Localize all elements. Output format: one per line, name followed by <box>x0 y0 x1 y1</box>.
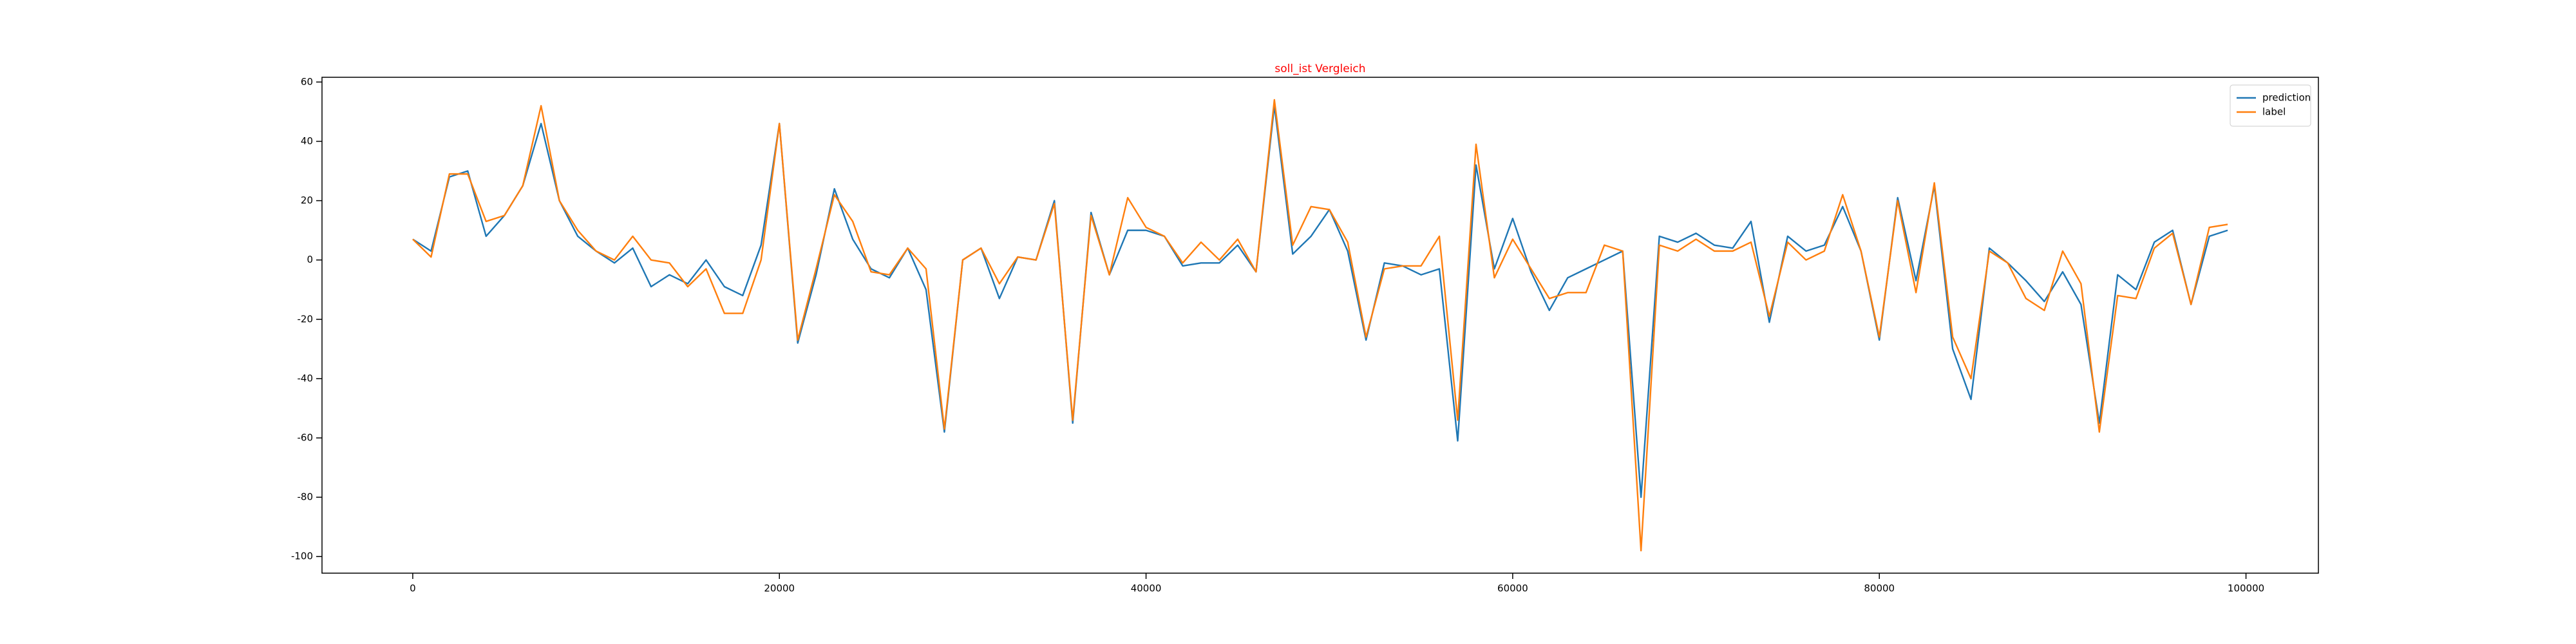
series-line <box>412 99 2228 552</box>
x-tick-label: 40000 <box>1131 583 1162 594</box>
x-tick-label: 100000 <box>2228 583 2264 594</box>
y-tick-label: 0 <box>307 254 313 265</box>
y-tick-label: -20 <box>298 313 314 325</box>
x-tick-label: 60000 <box>1497 583 1528 594</box>
y-tick-label: 20 <box>301 194 313 206</box>
chart-title: soll_ist Vergleich <box>1274 62 1365 75</box>
y-tick-label: -40 <box>298 372 314 384</box>
legend-label: label <box>2262 106 2286 118</box>
y-tick-label: -80 <box>298 491 314 503</box>
plot-frame <box>321 77 2319 574</box>
y-tick-label: -100 <box>291 551 313 562</box>
x-tick-label: 80000 <box>1864 583 1895 594</box>
y-tick-label: -60 <box>298 432 314 444</box>
x-tick-label: 0 <box>410 583 416 594</box>
legend-box <box>2230 84 2311 127</box>
x-tick-label: 20000 <box>764 583 795 594</box>
series-line <box>412 105 2228 498</box>
y-tick-label: 40 <box>301 135 313 147</box>
legend-label: prediction <box>2262 92 2311 104</box>
y-tick-label: 60 <box>301 76 313 88</box>
